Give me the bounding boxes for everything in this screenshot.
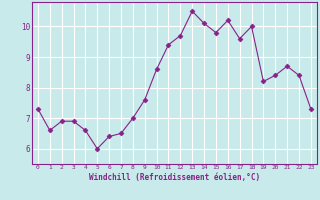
X-axis label: Windchill (Refroidissement éolien,°C): Windchill (Refroidissement éolien,°C): [89, 173, 260, 182]
